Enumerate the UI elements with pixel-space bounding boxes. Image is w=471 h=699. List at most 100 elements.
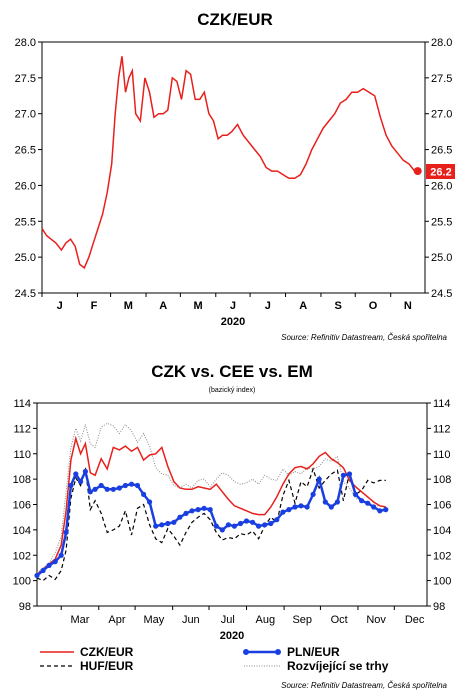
pln-eur-point: [237, 520, 244, 527]
pln-eur-point: [280, 509, 286, 515]
legend-label-czk: CZK/EUR: [80, 645, 134, 659]
pln-eur-point: [310, 491, 316, 497]
pln-eur-point: [334, 499, 340, 505]
chart1-x-tick-label: F: [91, 300, 98, 312]
chart1-x-tick-label: M: [193, 300, 202, 312]
pln-eur-point: [177, 514, 183, 520]
pln-eur-point: [298, 503, 304, 509]
pln-eur-point: [104, 486, 110, 492]
chart2-x-tick-label: Jul: [221, 614, 235, 626]
pln-eur-point: [371, 504, 377, 510]
pln-eur-point: [52, 559, 58, 565]
pln-eur-point: [377, 508, 383, 514]
pln-eur-point: [201, 505, 207, 511]
chart1-x-tick-label: O: [369, 300, 378, 312]
chart2-y-tick-label-right: 98: [433, 601, 445, 613]
pln-eur-point: [110, 486, 116, 492]
chart2-y-ticks-right: 114 112 110 108 106 104 102 100 98: [427, 398, 451, 613]
pln-eur-point: [73, 471, 79, 477]
chart2-y-tick-label: 108: [13, 474, 31, 486]
chart2-y-ticks-left: 114 112 110 108 106 104 102 100 98: [13, 398, 37, 613]
pln-eur-point: [141, 491, 147, 497]
pln-eur-point: [383, 507, 389, 513]
chart1-x-tick-label: J: [57, 300, 63, 312]
chart2-x-tick-label: Apr: [108, 614, 125, 626]
chart2-y-tick-label: 106: [13, 500, 31, 512]
pln-eur-point: [189, 508, 195, 514]
pln-eur-point: [78, 479, 84, 485]
pln-eur-point: [219, 527, 225, 533]
pln-eur-point: [322, 499, 328, 505]
chart1-source: Source: Refinitiv Datastream, Česká spoř…: [281, 333, 447, 342]
pln-eur-point: [359, 498, 365, 504]
pln-eur-point: [316, 476, 322, 482]
chart2-y-tick-label: 102: [13, 550, 31, 562]
chart1-y-tick-label: 26.0: [15, 180, 36, 192]
chart1-y-tick-label-right: 26.5: [431, 145, 452, 157]
pln-eur-point: [346, 471, 353, 477]
chart2-y-tick-label: 112: [13, 423, 31, 435]
czk-eur-last-point: [413, 167, 422, 176]
chart1-y-tick-label: 28.0: [15, 37, 36, 49]
chart1-x-tick-label: N: [404, 300, 412, 312]
chart1-x-tick-label: A: [159, 300, 167, 312]
pln-eur-point: [340, 472, 346, 478]
chart2-y-tick-label-right: 108: [433, 474, 451, 486]
legend-marker-pln: [243, 649, 249, 655]
chart1-x-tick-label: J: [265, 300, 271, 312]
chart1-y-tick-label: 25.0: [15, 252, 36, 264]
chart2-x-tick-label: Dec: [405, 614, 425, 626]
chart1-y-tick-label-right: 24.5: [431, 288, 452, 300]
chart2-x-tick-label: Oct: [331, 614, 348, 626]
legend-label-em: Rozvíjející se trhy: [287, 659, 389, 673]
chart2-y-tick-label-right: 104: [433, 525, 451, 537]
pln-eur-point: [46, 562, 52, 569]
czk-eur-chart: CZK/EUR 28.0 27.5 27.0 26.5 26.0 25.5 25.0 24.5…: [15, 10, 455, 342]
emerging-markets-series-line: [36, 422, 386, 574]
pln-eur-point: [195, 507, 201, 513]
chart2-y-tick-label-right: 114: [433, 398, 451, 410]
chart2-x-ticks: Mar Apr May Jun Jul Aug Sep Oct Nov Dec: [60, 606, 425, 626]
pln-eur-point: [183, 510, 189, 516]
pln-eur-point: [63, 529, 69, 536]
chart2-x-tick-label: May: [143, 614, 164, 626]
legend-label-pln: PLN/EUR: [287, 645, 340, 659]
chart2-y-tick-label-right: 102: [433, 550, 451, 562]
chart1-y-tick-label-right: 28.0: [431, 37, 452, 49]
pln-eur-point: [171, 519, 177, 525]
chart2-y-tick-label-right: 100: [433, 576, 451, 588]
chart1-x-tick-label: J: [230, 300, 236, 312]
chart2-y-tick-label-right: 106: [433, 500, 451, 512]
pln-eur-point: [165, 520, 171, 527]
chart1-x-tick-label: A: [299, 300, 307, 312]
pln-eur-point: [153, 523, 159, 529]
chart2-y-tick-label: 110: [13, 449, 31, 461]
pln-eur-point: [262, 522, 268, 528]
chart1-y-tick-label: 25.5: [15, 216, 36, 228]
pln-eur-point: [207, 507, 213, 513]
pln-eur-point: [98, 482, 104, 489]
pln-eur-point: [243, 518, 250, 524]
chart2-y-tick-label: 100: [13, 576, 31, 588]
chart2-y-tick-label-right: 112: [433, 423, 451, 435]
pln-eur-point: [231, 523, 237, 529]
huf-eur-series-line: [36, 467, 386, 582]
pln-eur-point: [116, 485, 122, 491]
pln-eur-point: [274, 517, 280, 523]
chart1-x-tick-label: M: [124, 300, 133, 312]
pln-eur-point: [92, 486, 98, 492]
pln-eur-point: [159, 522, 165, 528]
czk-eur-series-line-2: [36, 435, 386, 575]
chart2-x-tick-label: Mar: [71, 614, 90, 626]
pln-eur-point: [147, 499, 153, 505]
chart2-x-tick-label: Sep: [292, 614, 312, 626]
chart2-y-tick-label-right: 110: [433, 449, 451, 461]
pln-eur-point: [87, 489, 93, 495]
czk-eur-series-line: [41, 56, 416, 270]
chart1-y-tick-label: 24.5: [15, 288, 36, 300]
legend-label-huf: HUF/EUR: [80, 659, 134, 673]
chart2-legend: CZK/EUR PLN/EUR HUF/EUR Rozvíjející se t…: [40, 645, 389, 673]
chart1-plot-area: [41, 41, 426, 294]
